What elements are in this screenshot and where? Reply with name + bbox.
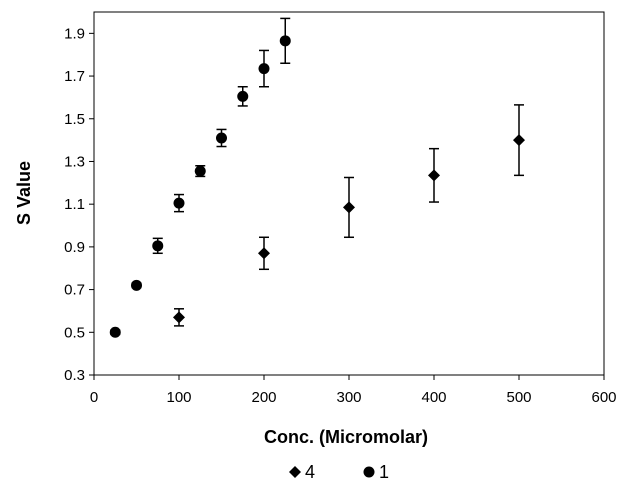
- series-diamond: [173, 104, 525, 327]
- x-tick-label: 0: [90, 389, 98, 406]
- data-point-diamond: [258, 247, 270, 260]
- x-axis-title: Conc. (Micromolar): [264, 427, 428, 447]
- data-point-diamond: [343, 201, 355, 214]
- legend-label: 1: [379, 462, 389, 482]
- data-point-circle: [173, 197, 185, 209]
- data-point-circle: [109, 326, 121, 338]
- y-axis-title: S Value: [14, 161, 34, 225]
- data-point-circle: [152, 240, 164, 252]
- data-point-circle: [237, 90, 249, 102]
- legend-marker-diamond: [289, 466, 301, 478]
- legend-item: 4: [289, 462, 315, 482]
- y-tick-label: 0.5: [64, 324, 85, 341]
- y-tick-label: 1.5: [64, 111, 85, 128]
- data-point-circle: [131, 279, 142, 291]
- legend-item: 1: [363, 462, 389, 482]
- x-tick-label: 600: [591, 389, 616, 406]
- y-tick-label: 1.9: [64, 25, 85, 42]
- x-tick-label: 400: [421, 389, 446, 406]
- x-tick-label: 500: [506, 389, 531, 406]
- series-layer: [109, 17, 525, 338]
- x-axis-ticks: 0 100 200 300 400 500 600: [90, 375, 617, 406]
- x-tick-label: 300: [336, 389, 361, 406]
- legend-label: 4: [305, 462, 315, 482]
- data-point-diamond: [513, 134, 525, 147]
- y-tick-label: 1.1: [64, 196, 85, 213]
- x-tick-label: 200: [251, 389, 276, 406]
- y-axis-ticks: 0.3 0.5 0.7 0.9 1.1 1.3 1.5 1.7 1.9: [64, 25, 94, 384]
- y-tick-label: 0.3: [64, 367, 85, 384]
- data-point-diamond: [173, 311, 185, 324]
- data-point-circle: [258, 63, 270, 75]
- y-tick-label: 0.9: [64, 239, 85, 256]
- data-point-circle: [279, 35, 291, 47]
- x-tick-label: 100: [166, 389, 191, 406]
- y-tick-label: 1.3: [64, 153, 85, 170]
- series-circle: [109, 17, 291, 338]
- data-point-circle: [194, 165, 206, 177]
- legend-marker-circle: [363, 466, 375, 478]
- y-tick-label: 0.7: [64, 282, 85, 299]
- data-point-circle: [216, 132, 227, 144]
- y-tick-label: 1.7: [64, 68, 85, 85]
- data-point-diamond: [428, 169, 440, 182]
